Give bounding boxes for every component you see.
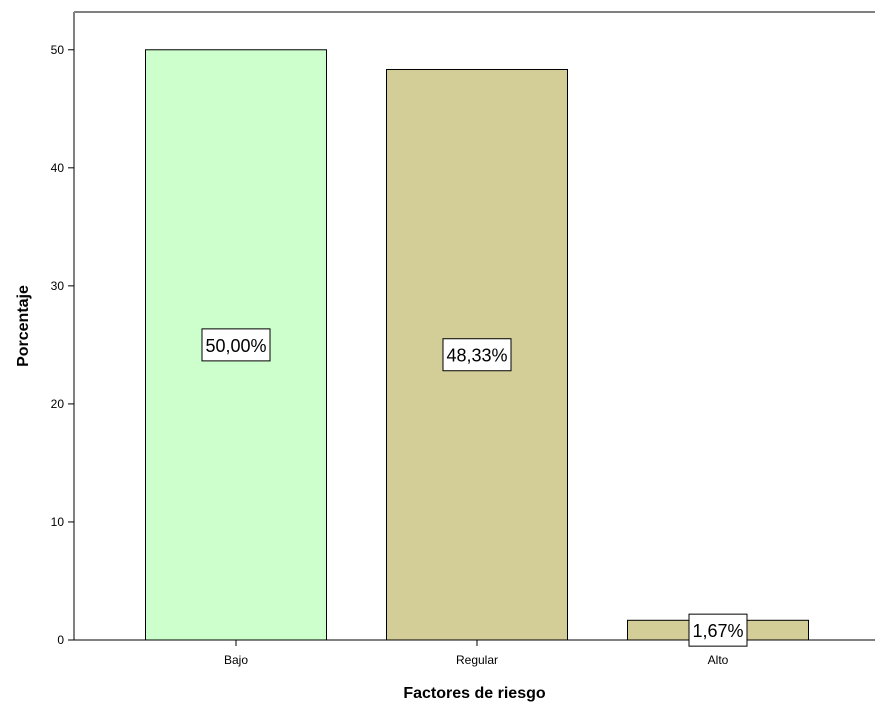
y-tick-label: 30 xyxy=(51,279,65,293)
data-label-box xyxy=(201,328,271,362)
data-label-box xyxy=(688,613,748,647)
y-tick-label: 40 xyxy=(51,161,65,175)
y-tick-label: 20 xyxy=(51,397,65,411)
y-tick-label: 10 xyxy=(51,515,65,529)
x-tick-label: Regular xyxy=(456,653,498,667)
data-label: 48,33% xyxy=(446,346,507,366)
bars-group xyxy=(145,49,809,641)
data-labels-group: 50,00% 48,33% 1,67% xyxy=(201,328,748,647)
x-tick-label: Bajo xyxy=(224,653,248,667)
x-tick-label: Alto xyxy=(708,653,729,667)
data-label: 50,00% xyxy=(205,336,266,356)
y-tick-label: 50 xyxy=(51,43,65,57)
x-axis-ticks: Bajo Regular Alto xyxy=(224,640,729,667)
y-axis-ticks: 0 10 20 30 40 50 xyxy=(51,43,74,647)
y-axis-title: Porcentaje xyxy=(15,285,32,367)
y-tick-label: 0 xyxy=(57,633,64,647)
x-axis-title: Factores de riesgo xyxy=(403,685,546,702)
data-label-box xyxy=(442,338,512,372)
data-label: 1,67% xyxy=(692,621,743,641)
